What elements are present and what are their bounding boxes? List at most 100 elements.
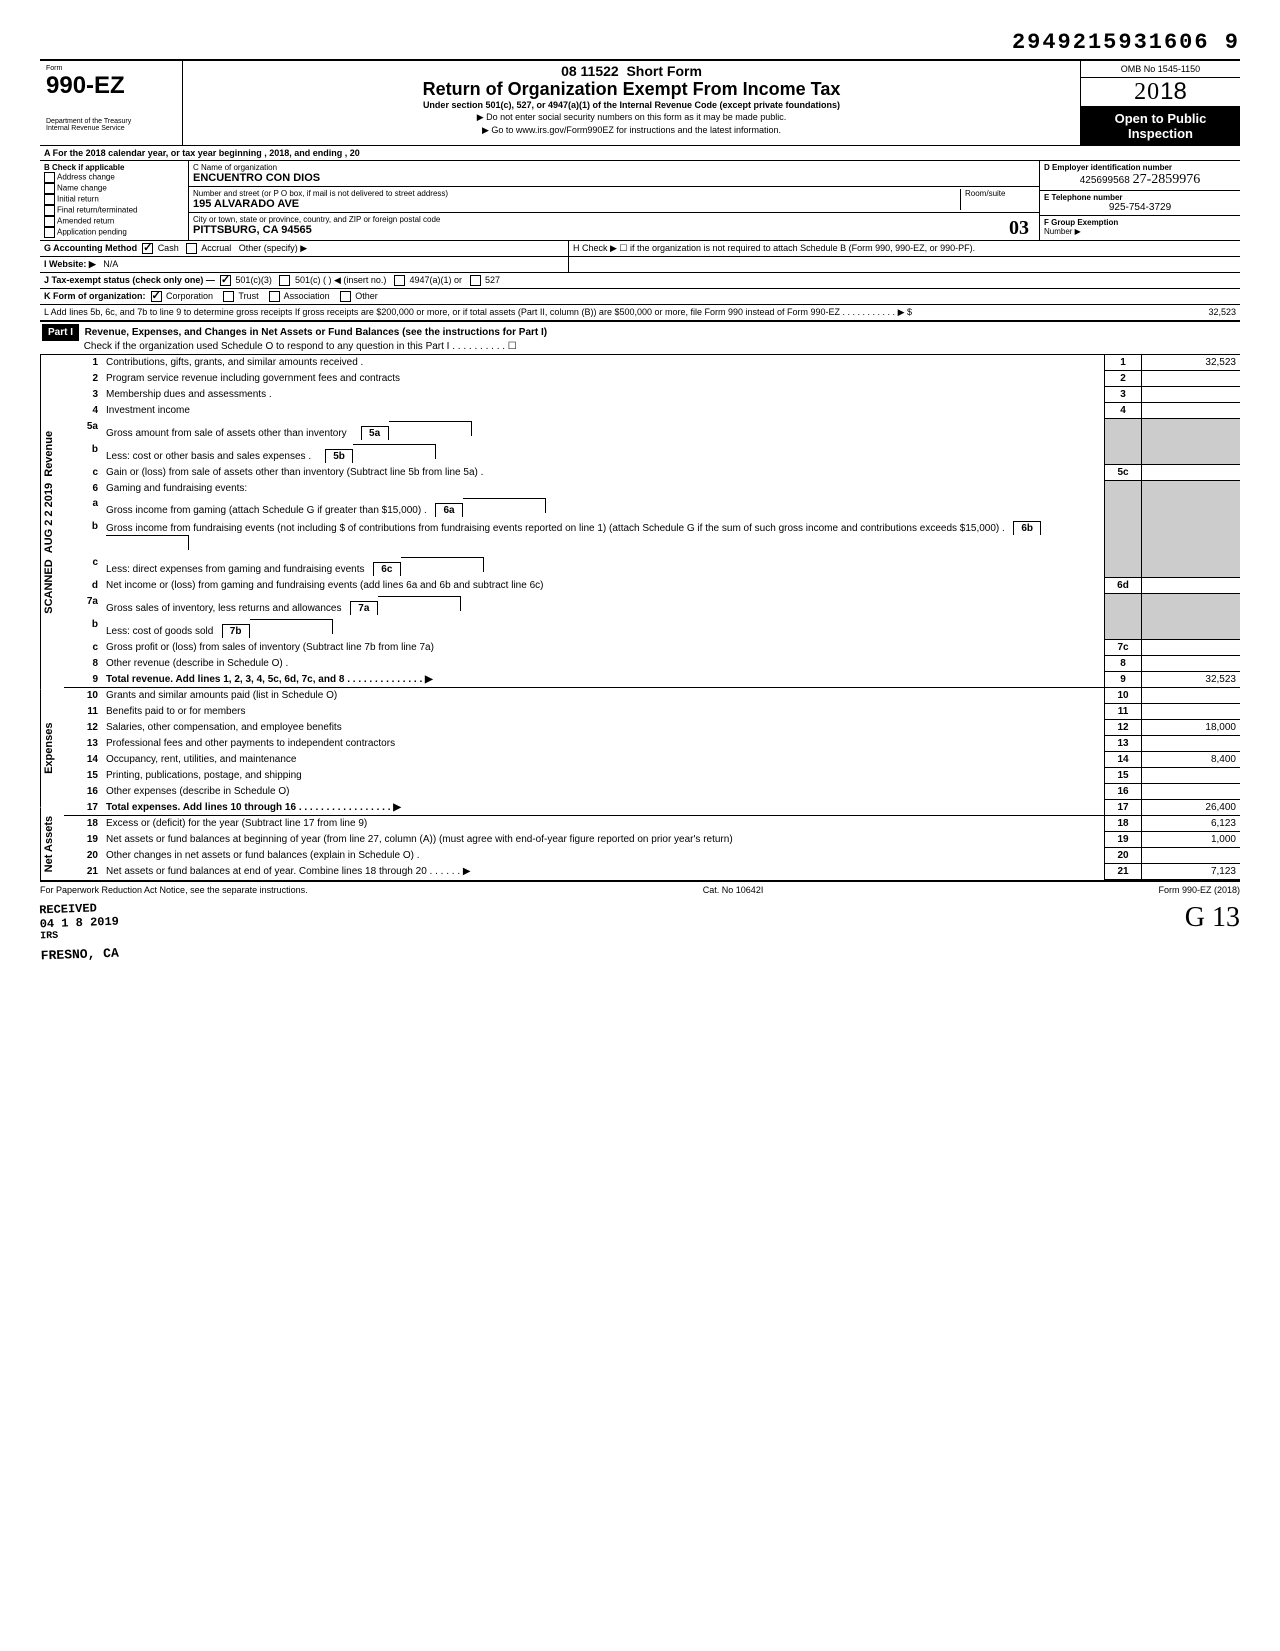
- line-num: 9: [64, 672, 102, 688]
- line-amount: [1142, 371, 1241, 387]
- line-amount: [1142, 736, 1241, 752]
- line-box: 20: [1105, 848, 1142, 864]
- line-num: b: [64, 442, 102, 465]
- line-box: 4: [1105, 403, 1142, 419]
- addr-label: Number and street (or P O box, if mail i…: [193, 189, 960, 198]
- line-desc: Excess or (deficit) for the year (Subtra…: [102, 816, 1105, 832]
- line-desc: Less: direct expenses from gaming and fu…: [102, 555, 1105, 578]
- right-header-boxes: OMB No 1545-1150 2018 Open to Public Ins…: [1080, 61, 1240, 145]
- street-address: 195 ALVARADO AVE: [193, 198, 960, 210]
- line-amount: 26,400: [1142, 800, 1241, 816]
- line-amount: 18,000: [1142, 720, 1241, 736]
- checkbox-4947[interactable]: [394, 275, 405, 286]
- line-box: 16: [1105, 784, 1142, 800]
- org-name-label: C Name of organization: [193, 163, 1035, 172]
- room-suite: Room/suite: [960, 189, 1035, 210]
- accrual-label: Accrual: [201, 243, 231, 253]
- line-desc: Gain or (loss) from sale of assets other…: [102, 465, 1105, 481]
- form-ref: Form 990-EZ (2018): [1158, 885, 1240, 895]
- checkbox-accrual[interactable]: [186, 243, 197, 254]
- line-box: 11: [1105, 704, 1142, 720]
- check-label: Final return/terminated: [57, 206, 137, 215]
- line-desc: Professional fees and other payments to …: [102, 736, 1105, 752]
- line-num: 20: [64, 848, 102, 864]
- line-num: 19: [64, 832, 102, 848]
- checkbox-501c3[interactable]: [220, 275, 231, 286]
- checkbox-trust[interactable]: [223, 291, 234, 302]
- part1-check: Check if the organization used Schedule …: [84, 341, 517, 352]
- checkbox-527[interactable]: [470, 275, 481, 286]
- line-desc: Other changes in net assets or fund bala…: [102, 848, 1105, 864]
- city-state-zip: PITTSBURG, CA 94565: [193, 224, 1035, 236]
- line-num: 18: [64, 816, 102, 832]
- line-box: 7c: [1105, 640, 1142, 656]
- checkbox-final-return[interactable]: [44, 205, 55, 216]
- group-exempt-label: F Group Exemption: [1044, 218, 1236, 227]
- checkbox-name-change[interactable]: [44, 183, 55, 194]
- website-label: I Website: ▶: [44, 259, 96, 269]
- checkbox-address-change[interactable]: [44, 172, 55, 183]
- line-desc: Gross sales of inventory, less returns a…: [102, 594, 1105, 617]
- checkbox-other-org[interactable]: [340, 291, 351, 302]
- cash-label: Cash: [158, 243, 179, 253]
- line-num: 2: [64, 371, 102, 387]
- checkbox-cash[interactable]: [142, 243, 153, 254]
- short-form: Short Form: [626, 63, 701, 79]
- opt-4947: 4947(a)(1) or: [409, 275, 462, 285]
- line-box: 2: [1105, 371, 1142, 387]
- line-num: 5a: [64, 419, 102, 442]
- line-num: 14: [64, 752, 102, 768]
- line-desc: Gross amount from sale of assets other t…: [102, 419, 1105, 442]
- line-num: 17: [64, 800, 102, 816]
- opt-assoc: Association: [284, 291, 330, 301]
- line-num: 10: [64, 688, 102, 704]
- line-box: 15: [1105, 768, 1142, 784]
- line-desc: Grants and similar amounts paid (list in…: [102, 688, 1105, 704]
- line-desc: Program service revenue including govern…: [102, 371, 1105, 387]
- line-box: 9: [1105, 672, 1142, 688]
- checkbox-initial-return[interactable]: [44, 194, 55, 205]
- side-expenses: Expenses: [40, 690, 64, 807]
- line-box: 18: [1105, 816, 1142, 832]
- line-amount: [1142, 688, 1241, 704]
- opt-501c: 501(c) ( ) ◀ (insert no.): [295, 275, 386, 285]
- line-amount: 6,123: [1142, 816, 1241, 832]
- part1-label: Part I: [42, 324, 79, 341]
- paperwork-notice: For Paperwork Reduction Act Notice, see …: [40, 885, 308, 895]
- checkbox-corporation[interactable]: [151, 291, 162, 302]
- part1-title: Revenue, Expenses, and Changes in Net As…: [85, 327, 548, 338]
- line-num: c: [64, 640, 102, 656]
- side-netassets: Net Assets: [40, 807, 64, 880]
- line-box: 12: [1105, 720, 1142, 736]
- line-amount: 32,523: [1142, 355, 1241, 371]
- line-amount: [1142, 848, 1241, 864]
- line-box: 21: [1105, 864, 1142, 880]
- line-num: a: [64, 496, 102, 519]
- document-number: 2949215931606 9: [40, 30, 1240, 55]
- line-num: c: [64, 465, 102, 481]
- line-num: 12: [64, 720, 102, 736]
- checkbox-501c[interactable]: [279, 275, 290, 286]
- line-box: 8: [1105, 656, 1142, 672]
- line-box: 5c: [1105, 465, 1142, 481]
- line-num: d: [64, 578, 102, 594]
- checkbox-association[interactable]: [269, 291, 280, 302]
- line-box: 17: [1105, 800, 1142, 816]
- section-h: H Check ▶ ☐ if the organization is not r…: [569, 241, 1240, 256]
- line-num: 21: [64, 864, 102, 880]
- line-desc: Other revenue (describe in Schedule O) .: [102, 656, 1105, 672]
- line-amount: 8,400: [1142, 752, 1241, 768]
- section-c: C Name of organization ENCUENTRO CON DIO…: [189, 161, 1039, 240]
- line-desc: Other expenses (describe in Schedule O): [102, 784, 1105, 800]
- line-amount: [1142, 403, 1241, 419]
- checkbox-amended-return[interactable]: [44, 216, 55, 227]
- line-amount: [1142, 640, 1241, 656]
- line-amount: [1142, 768, 1241, 784]
- checkbox-application-pending[interactable]: [44, 227, 55, 238]
- line-desc: Membership dues and assessments .: [102, 387, 1105, 403]
- top-code: 08 11522: [561, 63, 619, 79]
- line-box: 14: [1105, 752, 1142, 768]
- line-desc: Benefits paid to or for members: [102, 704, 1105, 720]
- form-org-label: K Form of organization:: [44, 291, 146, 301]
- goto-link: ▶ Go to www.irs.gov/Form990EZ for instru…: [189, 125, 1074, 136]
